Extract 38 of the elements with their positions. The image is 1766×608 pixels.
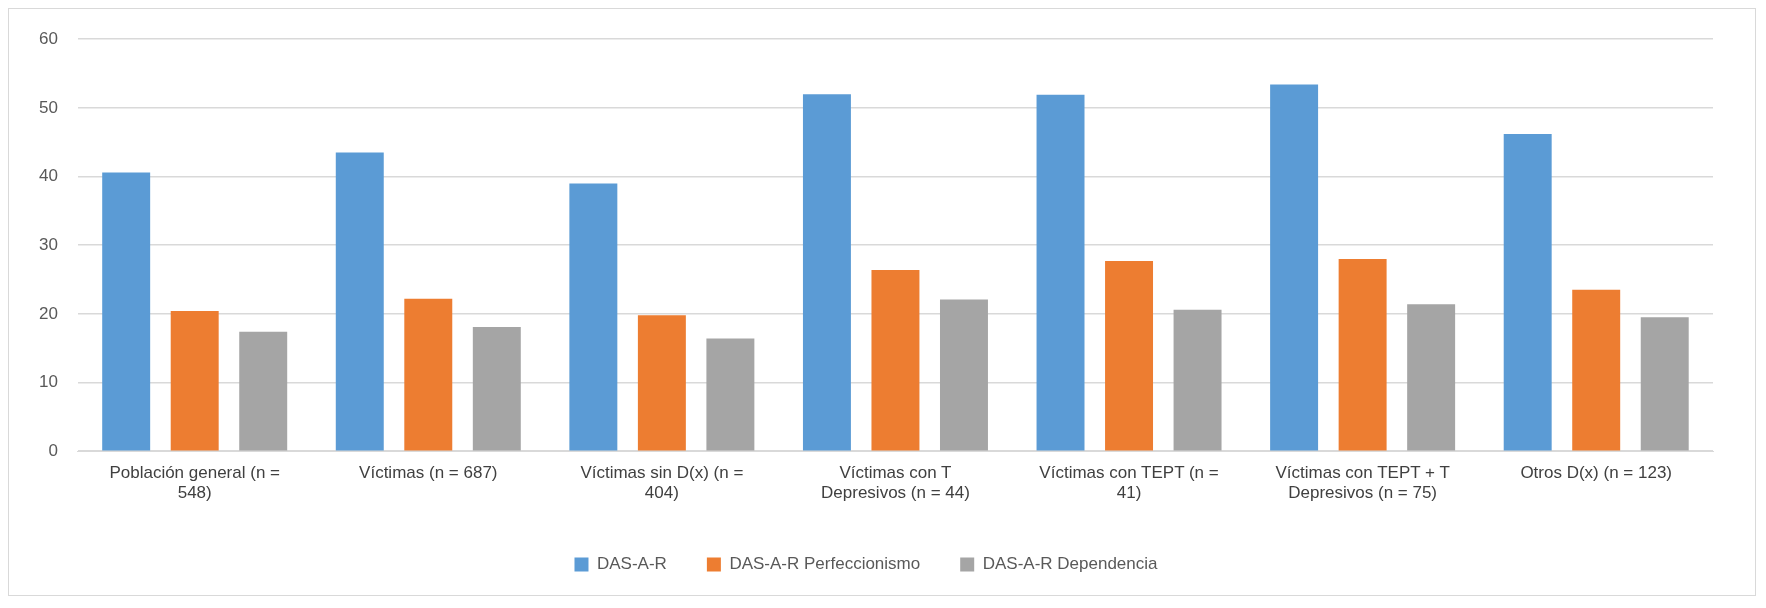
- bar: [1036, 94, 1085, 451]
- x-tick-label: Víctimas sin D(x) (n = 404): [580, 463, 744, 503]
- bar: [569, 183, 618, 451]
- x-tick-label: Víctimas con TEPT (n = 41): [1039, 463, 1219, 503]
- bar: [472, 326, 521, 451]
- bar: [170, 311, 219, 451]
- bar: [802, 94, 851, 451]
- bar: [1270, 84, 1319, 451]
- y-tick-label: 60: [38, 28, 58, 48]
- y-tick-label: 0: [48, 440, 58, 460]
- bar: [1503, 133, 1552, 451]
- legend-label: DAS-A-R Dependencia: [982, 554, 1159, 574]
- bar: [239, 331, 288, 451]
- bar: [871, 269, 920, 451]
- x-tick-label: Víctimas (n = 687): [359, 463, 498, 483]
- bar: [404, 298, 453, 451]
- bar: [706, 338, 755, 451]
- legend-label: DAS-A-R: [596, 554, 667, 574]
- bar: [335, 152, 384, 451]
- bar: [1173, 309, 1222, 451]
- y-tick-label: 20: [38, 303, 58, 323]
- bar: [939, 299, 988, 451]
- bar: [1338, 258, 1387, 451]
- y-tick-label: 50: [38, 97, 58, 117]
- bar: [1572, 289, 1621, 451]
- x-tick-label: Otros D(x) (n = 123): [1520, 463, 1673, 483]
- y-tick-label: 10: [38, 372, 58, 392]
- bar: [1407, 304, 1456, 451]
- bar: [637, 315, 686, 451]
- x-tick-label: Víctimas con T Depresivos (n = 44): [821, 463, 970, 503]
- bar: [1640, 317, 1689, 451]
- bar: [1105, 260, 1154, 451]
- x-tick-label: Población general (n = 548): [109, 463, 281, 503]
- y-tick-label: 30: [38, 234, 58, 254]
- legend-label: DAS-A-R Perfeccionismo: [729, 554, 921, 574]
- bar: [102, 172, 151, 451]
- x-tick-label: Víctimas con TEPT + T Depresivos (n = 75): [1275, 463, 1450, 503]
- y-tick-label: 40: [38, 166, 58, 186]
